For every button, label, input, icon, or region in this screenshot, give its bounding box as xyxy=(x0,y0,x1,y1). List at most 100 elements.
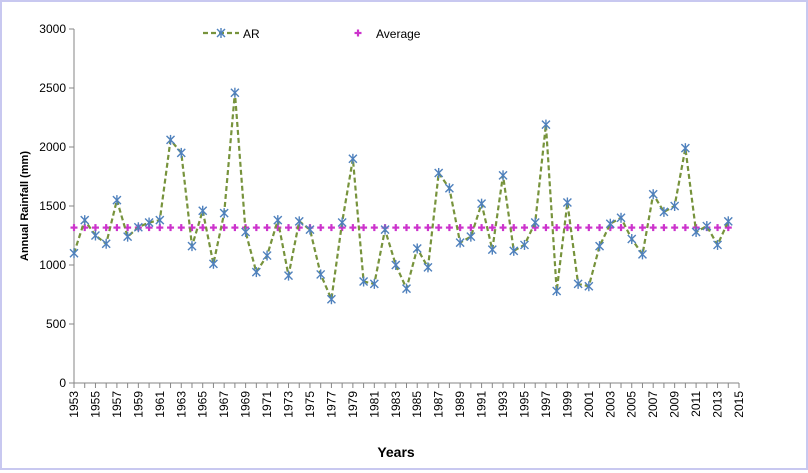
average-point xyxy=(113,224,121,232)
ar-point xyxy=(305,224,315,235)
x-tick-label: 1955 xyxy=(88,391,102,418)
average-point xyxy=(102,224,110,232)
legend-ar-asterisk xyxy=(216,28,226,38)
ar-point xyxy=(369,278,379,289)
average-point xyxy=(445,224,453,232)
y-tick-label: 3000 xyxy=(39,22,66,36)
average-point xyxy=(177,224,185,232)
x-tick-label: 1993 xyxy=(496,391,510,418)
average-point xyxy=(660,224,668,232)
average-point xyxy=(638,224,646,232)
x-tick-labels: 1953 1955 1957 1959 1961 1963 1965 1967 1969 1971… xyxy=(67,391,746,418)
x-tick-label: 2005 xyxy=(625,391,639,418)
x-tick-label: 1991 xyxy=(475,391,489,418)
x-tick-label: 1989 xyxy=(453,391,467,418)
average-point xyxy=(478,224,486,232)
x-tick-label: 2011 xyxy=(689,391,703,417)
ar-series-line xyxy=(72,92,730,304)
average-point xyxy=(585,224,593,232)
average-point xyxy=(167,224,175,232)
y-tick-labels: 0 500 1000 1500 2000 2500 3000 xyxy=(39,22,66,390)
ar-point xyxy=(552,285,562,296)
ar-point xyxy=(316,269,326,280)
ar-point xyxy=(112,195,122,206)
x-tick-label: 2001 xyxy=(582,391,596,418)
ar-point xyxy=(391,260,401,270)
axes xyxy=(69,28,740,388)
legend-average-plus xyxy=(354,29,362,37)
x-tick-label: 1967 xyxy=(217,391,231,418)
x-tick-label: 1995 xyxy=(517,391,531,418)
ar-point xyxy=(166,134,176,145)
ar-point xyxy=(144,217,154,228)
ar-point xyxy=(648,189,658,200)
x-tick-label: 1969 xyxy=(239,391,253,418)
ar-point xyxy=(659,206,669,217)
ar-point xyxy=(80,215,90,226)
average-point xyxy=(714,224,722,232)
average-point xyxy=(392,224,400,232)
y-tick-label: 0 xyxy=(59,376,66,390)
average-point xyxy=(435,224,443,232)
ar-point xyxy=(187,241,197,252)
ar-point xyxy=(498,170,508,181)
ar-point xyxy=(123,231,133,242)
x-tick-label: 2003 xyxy=(603,391,617,418)
ar-point xyxy=(723,216,733,227)
ar-point xyxy=(69,248,79,259)
ar-point xyxy=(637,249,647,260)
average-point xyxy=(413,224,421,232)
average-point xyxy=(596,224,604,232)
y-tick-label: 1000 xyxy=(39,258,66,272)
average-point xyxy=(520,224,528,232)
x-tick-label: 1979 xyxy=(346,391,360,418)
ar-point xyxy=(241,226,251,237)
ar-point xyxy=(487,244,497,255)
ar-point xyxy=(670,201,680,211)
average-point xyxy=(488,224,496,232)
average-point xyxy=(285,224,293,232)
x-tick-label: 1953 xyxy=(67,391,81,418)
ar-point xyxy=(359,276,369,287)
x-axis-label: Years xyxy=(377,444,415,460)
ar-point xyxy=(605,218,615,229)
x-tick-label: 1957 xyxy=(110,391,124,418)
average-point xyxy=(649,224,657,232)
x-tick-label: 2015 xyxy=(732,391,746,418)
ar-point xyxy=(509,245,519,256)
ar-point xyxy=(423,262,433,273)
average-point xyxy=(574,224,582,232)
ar-point xyxy=(198,205,208,216)
x-tick-label: 1977 xyxy=(324,391,338,418)
series-ar xyxy=(69,87,733,305)
ar-point xyxy=(284,270,294,281)
y-tick-label: 1500 xyxy=(39,199,66,213)
ar-point xyxy=(595,241,605,252)
ar-point xyxy=(541,119,551,130)
ar-point xyxy=(466,231,476,242)
x-tick-label: 1983 xyxy=(389,391,403,418)
ar-point xyxy=(380,224,390,235)
average-point xyxy=(681,224,689,232)
x-tick-label: 2007 xyxy=(646,391,660,418)
ar-point xyxy=(101,238,111,249)
legend-ar-label: AR xyxy=(243,27,260,41)
legend: AR Average xyxy=(203,27,421,41)
average-point xyxy=(231,224,239,232)
average-point xyxy=(553,224,561,232)
ar-point xyxy=(616,212,626,223)
x-tick-label: 1981 xyxy=(367,391,381,418)
ar-point xyxy=(573,278,583,289)
ar-point xyxy=(702,221,712,232)
average-point xyxy=(403,224,410,232)
average-point xyxy=(360,224,368,232)
ar-point xyxy=(176,147,186,158)
x-tick-label: 2009 xyxy=(668,391,682,418)
ar-point xyxy=(402,283,411,294)
ar-point xyxy=(294,216,304,227)
average-point xyxy=(70,224,78,232)
average-point xyxy=(499,224,507,232)
average-point xyxy=(617,224,625,232)
ar-point xyxy=(477,198,487,209)
